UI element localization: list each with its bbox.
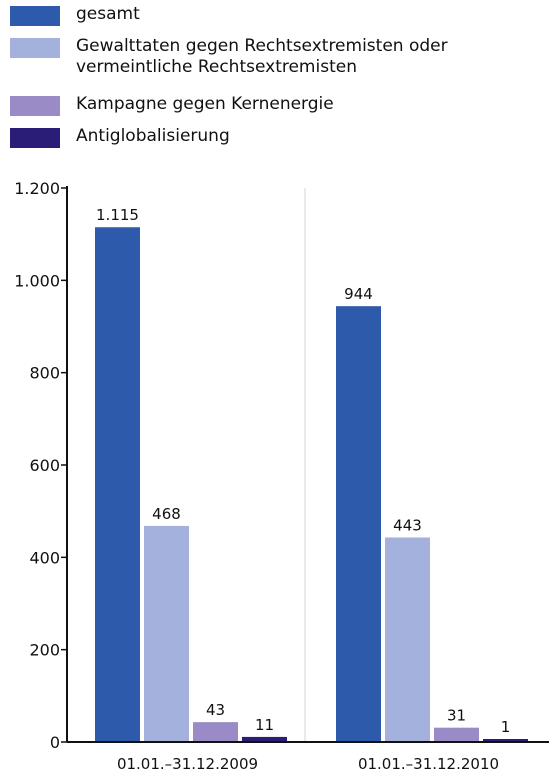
y-tick-label: 800 bbox=[29, 364, 60, 383]
bar bbox=[95, 227, 140, 742]
legend-item-antiglobalisierung: Antiglobalisierung bbox=[10, 126, 516, 148]
legend-swatch-gesamt bbox=[10, 6, 60, 26]
y-tick-label: 200 bbox=[29, 641, 60, 660]
legend-item-gewalttaten: Gewalttaten gegen Rechtsextremisten oder… bbox=[10, 36, 516, 78]
legend-item-gesamt: gesamt bbox=[10, 4, 516, 26]
bar bbox=[336, 306, 381, 742]
y-tick-label: 600 bbox=[29, 456, 60, 475]
bar bbox=[144, 525, 189, 742]
bar bbox=[385, 537, 430, 742]
y-tick-label: 1.000 bbox=[14, 271, 60, 290]
bar bbox=[434, 727, 479, 742]
bar-value-label: 31 bbox=[447, 707, 466, 725]
bar-value-label: 1.115 bbox=[96, 206, 139, 224]
legend-label-antiglobalisierung: Antiglobalisierung bbox=[76, 126, 230, 146]
bar bbox=[193, 722, 238, 742]
bar-value-label: 443 bbox=[393, 516, 422, 534]
bar-value-label: 11 bbox=[255, 716, 274, 734]
bar-value-label: 43 bbox=[206, 701, 225, 719]
y-tick-label: 0 bbox=[50, 733, 60, 752]
bar-value-label: 1 bbox=[501, 718, 511, 736]
legend-label-gesamt: gesamt bbox=[76, 4, 140, 24]
bar-value-label: 468 bbox=[152, 505, 181, 523]
legend-swatch-antiglobalisierung bbox=[10, 128, 60, 148]
bar bbox=[483, 739, 528, 742]
legend-label-kernenergie: Kampagne gegen Kernenergie bbox=[76, 94, 334, 114]
legend-label-gewalttaten: Gewalttaten gegen Rechtsextremisten oder… bbox=[76, 36, 448, 77]
legend-swatch-kernenergie bbox=[10, 96, 60, 116]
x-tick-label: 01.01.–31.12.2010 bbox=[358, 755, 499, 773]
bar bbox=[242, 736, 287, 742]
bar-value-label: 944 bbox=[344, 285, 373, 303]
y-tick-label: 1.200 bbox=[14, 179, 60, 198]
y-tick-label: 400 bbox=[29, 548, 60, 567]
legend-swatch-gewalttaten bbox=[10, 38, 60, 58]
legend-item-kernenergie: Kampagne gegen Kernenergie bbox=[10, 94, 516, 116]
x-tick-label: 01.01.–31.12.2009 bbox=[117, 755, 258, 773]
